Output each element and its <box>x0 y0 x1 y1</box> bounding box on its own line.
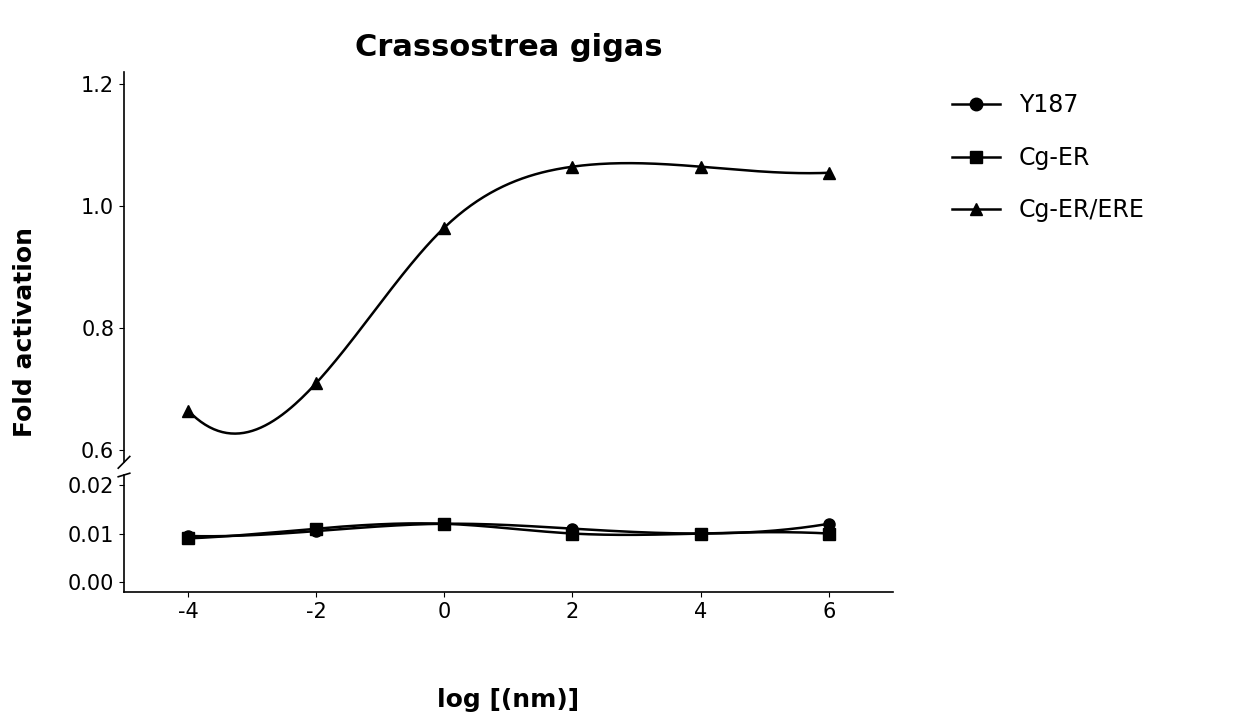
Cg-ER/ERE <box>821 168 836 177</box>
Cg-ER <box>821 529 836 538</box>
Y187 <box>693 529 708 538</box>
Line: Cg-ER: Cg-ER <box>182 518 835 544</box>
Cg-ER/ERE <box>181 406 196 415</box>
Cg-ER/ERE <box>693 162 708 171</box>
Text: log [(nm)]: log [(nm)] <box>438 688 579 713</box>
Title: Crassostrea gigas: Crassostrea gigas <box>355 32 662 61</box>
Cg-ER <box>436 519 451 528</box>
Cg-ER <box>181 534 196 543</box>
Line: Y187: Y187 <box>182 518 835 542</box>
Cg-ER/ERE <box>565 162 580 171</box>
Legend: Y187, Cg-ER, Cg-ER/ERE: Y187, Cg-ER, Cg-ER/ERE <box>944 84 1154 232</box>
Y187 <box>436 519 451 528</box>
Cg-ER <box>309 524 324 533</box>
Line: Cg-ER/ERE: Cg-ER/ERE <box>182 160 835 417</box>
Y187 <box>565 524 580 533</box>
Y187 <box>181 531 196 540</box>
Cg-ER <box>565 529 580 538</box>
Y187 <box>821 519 836 528</box>
Cg-ER <box>693 529 708 538</box>
Cg-ER/ERE <box>436 223 451 232</box>
Text: Fold activation: Fold activation <box>12 227 37 437</box>
Cg-ER/ERE <box>309 379 324 388</box>
Y187 <box>309 527 324 536</box>
